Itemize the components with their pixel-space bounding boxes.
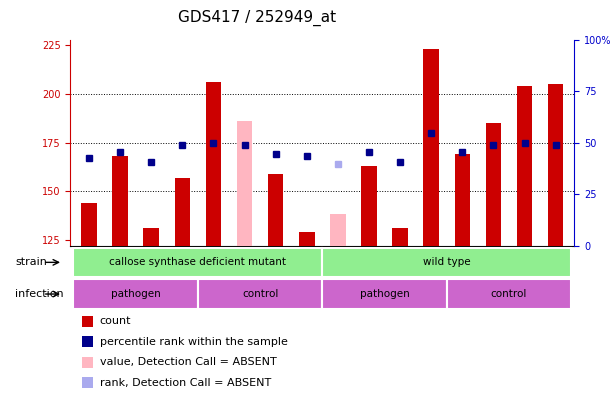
Bar — [323, 248, 571, 277]
Bar — [144, 228, 159, 246]
Bar — [447, 279, 571, 309]
Text: GDS417 / 252949_at: GDS417 / 252949_at — [178, 10, 335, 26]
Bar — [206, 82, 221, 246]
Bar — [81, 203, 97, 246]
Text: pathogen: pathogen — [111, 289, 161, 299]
Bar — [548, 84, 563, 246]
Text: value, Detection Call = ABSENT: value, Detection Call = ABSENT — [100, 357, 276, 367]
Bar — [361, 166, 377, 246]
Bar — [455, 154, 470, 246]
Text: control: control — [491, 289, 527, 299]
Text: percentile rank within the sample: percentile rank within the sample — [100, 337, 287, 347]
Text: strain: strain — [15, 257, 47, 267]
Bar — [73, 248, 323, 277]
Text: rank, Detection Call = ABSENT: rank, Detection Call = ABSENT — [100, 378, 271, 388]
Text: infection: infection — [15, 289, 64, 299]
Text: callose synthase deficient mutant: callose synthase deficient mutant — [109, 257, 287, 267]
Bar — [517, 86, 532, 246]
Bar — [112, 156, 128, 246]
Bar — [268, 173, 284, 246]
Text: wild type: wild type — [423, 257, 470, 267]
Bar — [423, 50, 439, 246]
Bar — [73, 279, 198, 309]
Text: pathogen: pathogen — [360, 289, 409, 299]
Text: count: count — [100, 316, 131, 326]
Bar — [330, 215, 346, 246]
Text: control: control — [242, 289, 278, 299]
Bar — [392, 228, 408, 246]
Bar — [236, 121, 252, 246]
Bar — [323, 279, 447, 309]
Bar — [486, 123, 501, 246]
Bar — [175, 177, 190, 246]
Bar — [198, 279, 323, 309]
Bar — [299, 232, 315, 246]
